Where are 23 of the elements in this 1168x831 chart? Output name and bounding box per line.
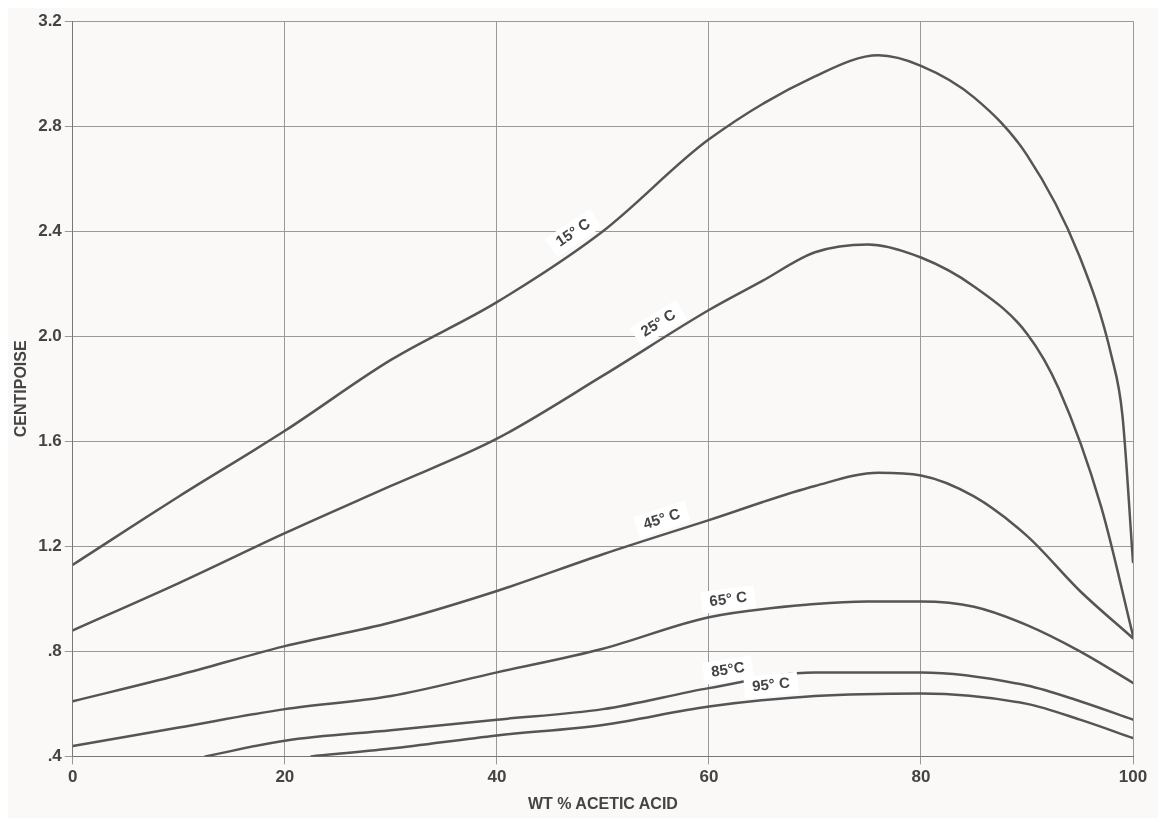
y-tick-label: 2.4 <box>38 220 63 240</box>
text: 25° C <box>637 305 679 340</box>
y-tick-label: 3.2 <box>38 10 62 30</box>
y-tick-label: 2.8 <box>38 115 62 135</box>
y-tick-label: .8 <box>47 641 62 661</box>
y-tick-label: 2.0 <box>38 325 62 345</box>
text: 65° C <box>708 587 749 610</box>
x-tick-label: 100 <box>1118 767 1148 787</box>
x-axis-title: WT % ACETIC ACID <box>527 794 678 812</box>
text: 45° C <box>640 504 683 533</box>
text: 15° C <box>552 214 594 250</box>
x-tick-label: 20 <box>275 767 295 787</box>
x-tick-label: 40 <box>487 767 507 787</box>
y-tick-label: 1.2 <box>38 536 62 556</box>
y-axis-title: CENTIPOISE <box>12 340 30 438</box>
x-tick-label: 0 <box>68 767 78 787</box>
x-tick-label: 80 <box>911 767 931 787</box>
y-tick-label: 1.6 <box>38 431 62 450</box>
x-tick-label: 60 <box>699 767 719 787</box>
text: 85°C <box>709 657 746 680</box>
text: 95° C <box>751 673 791 695</box>
y-tick-label: .4 <box>47 746 63 766</box>
line-series <box>310 692 1133 757</box>
